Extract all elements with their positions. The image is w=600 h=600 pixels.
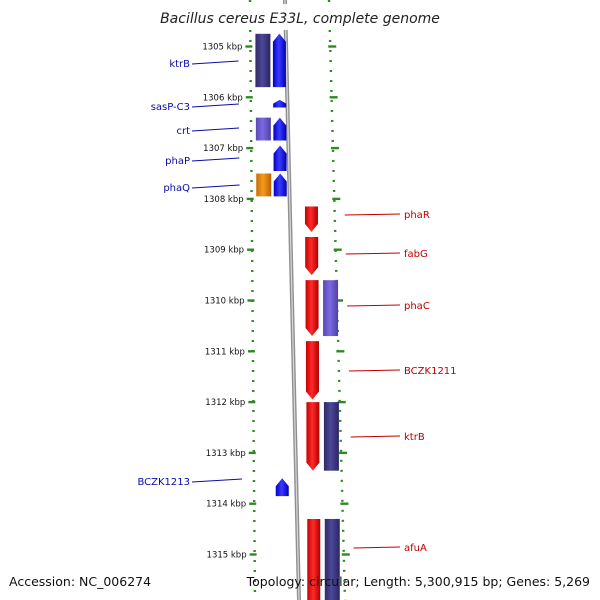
gene-label-reverse: phaP [165, 156, 190, 167]
gene-arrow-forward-afuA [307, 518, 321, 600]
gene-leader-reverse [191, 157, 240, 162]
ruler-tick-label: 1314 kbp [206, 500, 246, 510]
gene-label-reverse: sasP-C3 [151, 102, 190, 113]
cog-box-reverse-ktrB [255, 33, 271, 88]
gene-arrow-forward-BCZK1211 [305, 341, 319, 400]
accession-text: Accession: NC_006274 [9, 574, 151, 589]
gene-leader-reverse [191, 184, 240, 189]
gene-label-reverse: phaQ [163, 183, 190, 194]
ruler-tick-label: 1307 kbp [203, 144, 243, 154]
gene-leader-forward [348, 369, 401, 372]
gene-leader-forward [350, 435, 401, 438]
gene-label-reverse: crt [176, 126, 190, 137]
gene-arrow-forward-phaR [304, 206, 318, 232]
gene-arrow-reverse-sasP-C3 [273, 99, 287, 108]
gene-leader-forward [345, 252, 401, 255]
label-layer: ktrB sasP-C3 crt phaP phaQ BCZK1213 phaR fabG ph… [137, 59, 456, 554]
gene-leader-forward [347, 304, 401, 307]
gene-leader-reverse [191, 127, 240, 132]
gene-label-forward: BCZK1211 [404, 366, 457, 377]
gene-arrow-reverse-BCZK1213 [275, 478, 289, 497]
ruler-tick-label: 1309 kbp [204, 246, 244, 256]
gene-leader-forward [344, 213, 401, 216]
gene-leader-reverse [191, 103, 239, 108]
gene-label-forward: fabG [404, 249, 428, 260]
gene-arrow-forward-phaC [305, 280, 319, 337]
gene-arrow-forward-fabG [305, 237, 319, 276]
ruler-tick-label: 1305 kbp [202, 43, 242, 53]
ruler-tick-label: 1306 kbp [203, 93, 243, 103]
gene-leader-reverse [191, 60, 239, 65]
cog-box-forward-phaC [323, 280, 339, 337]
ruler-tick-label: 1313 kbp [206, 449, 246, 459]
gene-arrow-reverse-ktrB [272, 33, 286, 88]
gene-leader-forward [353, 546, 401, 549]
title-backdrop [150, 4, 450, 30]
gene-label-forward: phaC [404, 301, 430, 312]
gene-arrow-forward-ktrB [306, 402, 320, 471]
ruler-tick-label: 1312 kbp [205, 398, 245, 408]
ruler-tick-label: 1310 kbp [204, 297, 244, 307]
feature-layer [255, 33, 340, 600]
map-title: Bacillus cereus E33L, complete genome [160, 11, 440, 27]
cog-box-forward-afuA [324, 518, 340, 600]
gene-leader-reverse [191, 478, 243, 483]
backbone-layer [283, 0, 301, 600]
gene-label-reverse: BCZK1213 [137, 477, 190, 488]
gene-label-forward: afuA [404, 543, 427, 554]
ruler-tick-label: 1311 kbp [205, 347, 245, 357]
ruler-tick-label: 1308 kbp [204, 195, 244, 205]
ruler-tick-label: 1315 kbp [207, 551, 247, 561]
gene-arrow-reverse-phaP [273, 145, 287, 171]
cog-box-reverse-crt [255, 117, 271, 141]
cog-box-forward-ktrB [323, 402, 339, 471]
gene-label-forward: phaR [404, 210, 430, 221]
cog-box-reverse-phaQ [256, 173, 272, 197]
gene-arrow-reverse-phaQ [273, 173, 287, 197]
backbone-highlight [284, 0, 300, 600]
gene-label-reverse: ktrB [169, 59, 190, 70]
topology-text: Topology: circular; Length: 5,300,915 bp… [246, 574, 590, 589]
gene-label-forward: ktrB [404, 432, 425, 443]
gene-arrow-reverse-crt [273, 117, 287, 141]
